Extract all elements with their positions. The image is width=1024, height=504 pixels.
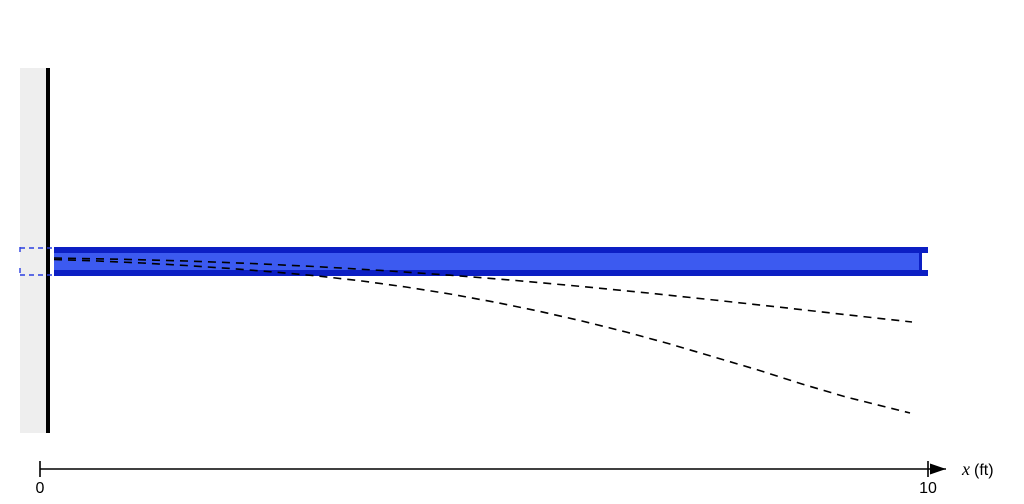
x-axis-tick-label: 0 (36, 480, 45, 497)
x-axis-arrow (930, 464, 946, 475)
beam-end-cap (919, 253, 922, 270)
wall-edge (46, 68, 50, 433)
x-axis-label: x (ft) (961, 459, 994, 479)
deflection-curve (54, 260, 910, 414)
wall-block (20, 68, 50, 433)
beam-end-notch (922, 253, 928, 270)
beam-flange-top (54, 247, 928, 253)
x-axis-tick-label: 10 (919, 480, 937, 497)
beam-flange-bottom (54, 270, 928, 276)
